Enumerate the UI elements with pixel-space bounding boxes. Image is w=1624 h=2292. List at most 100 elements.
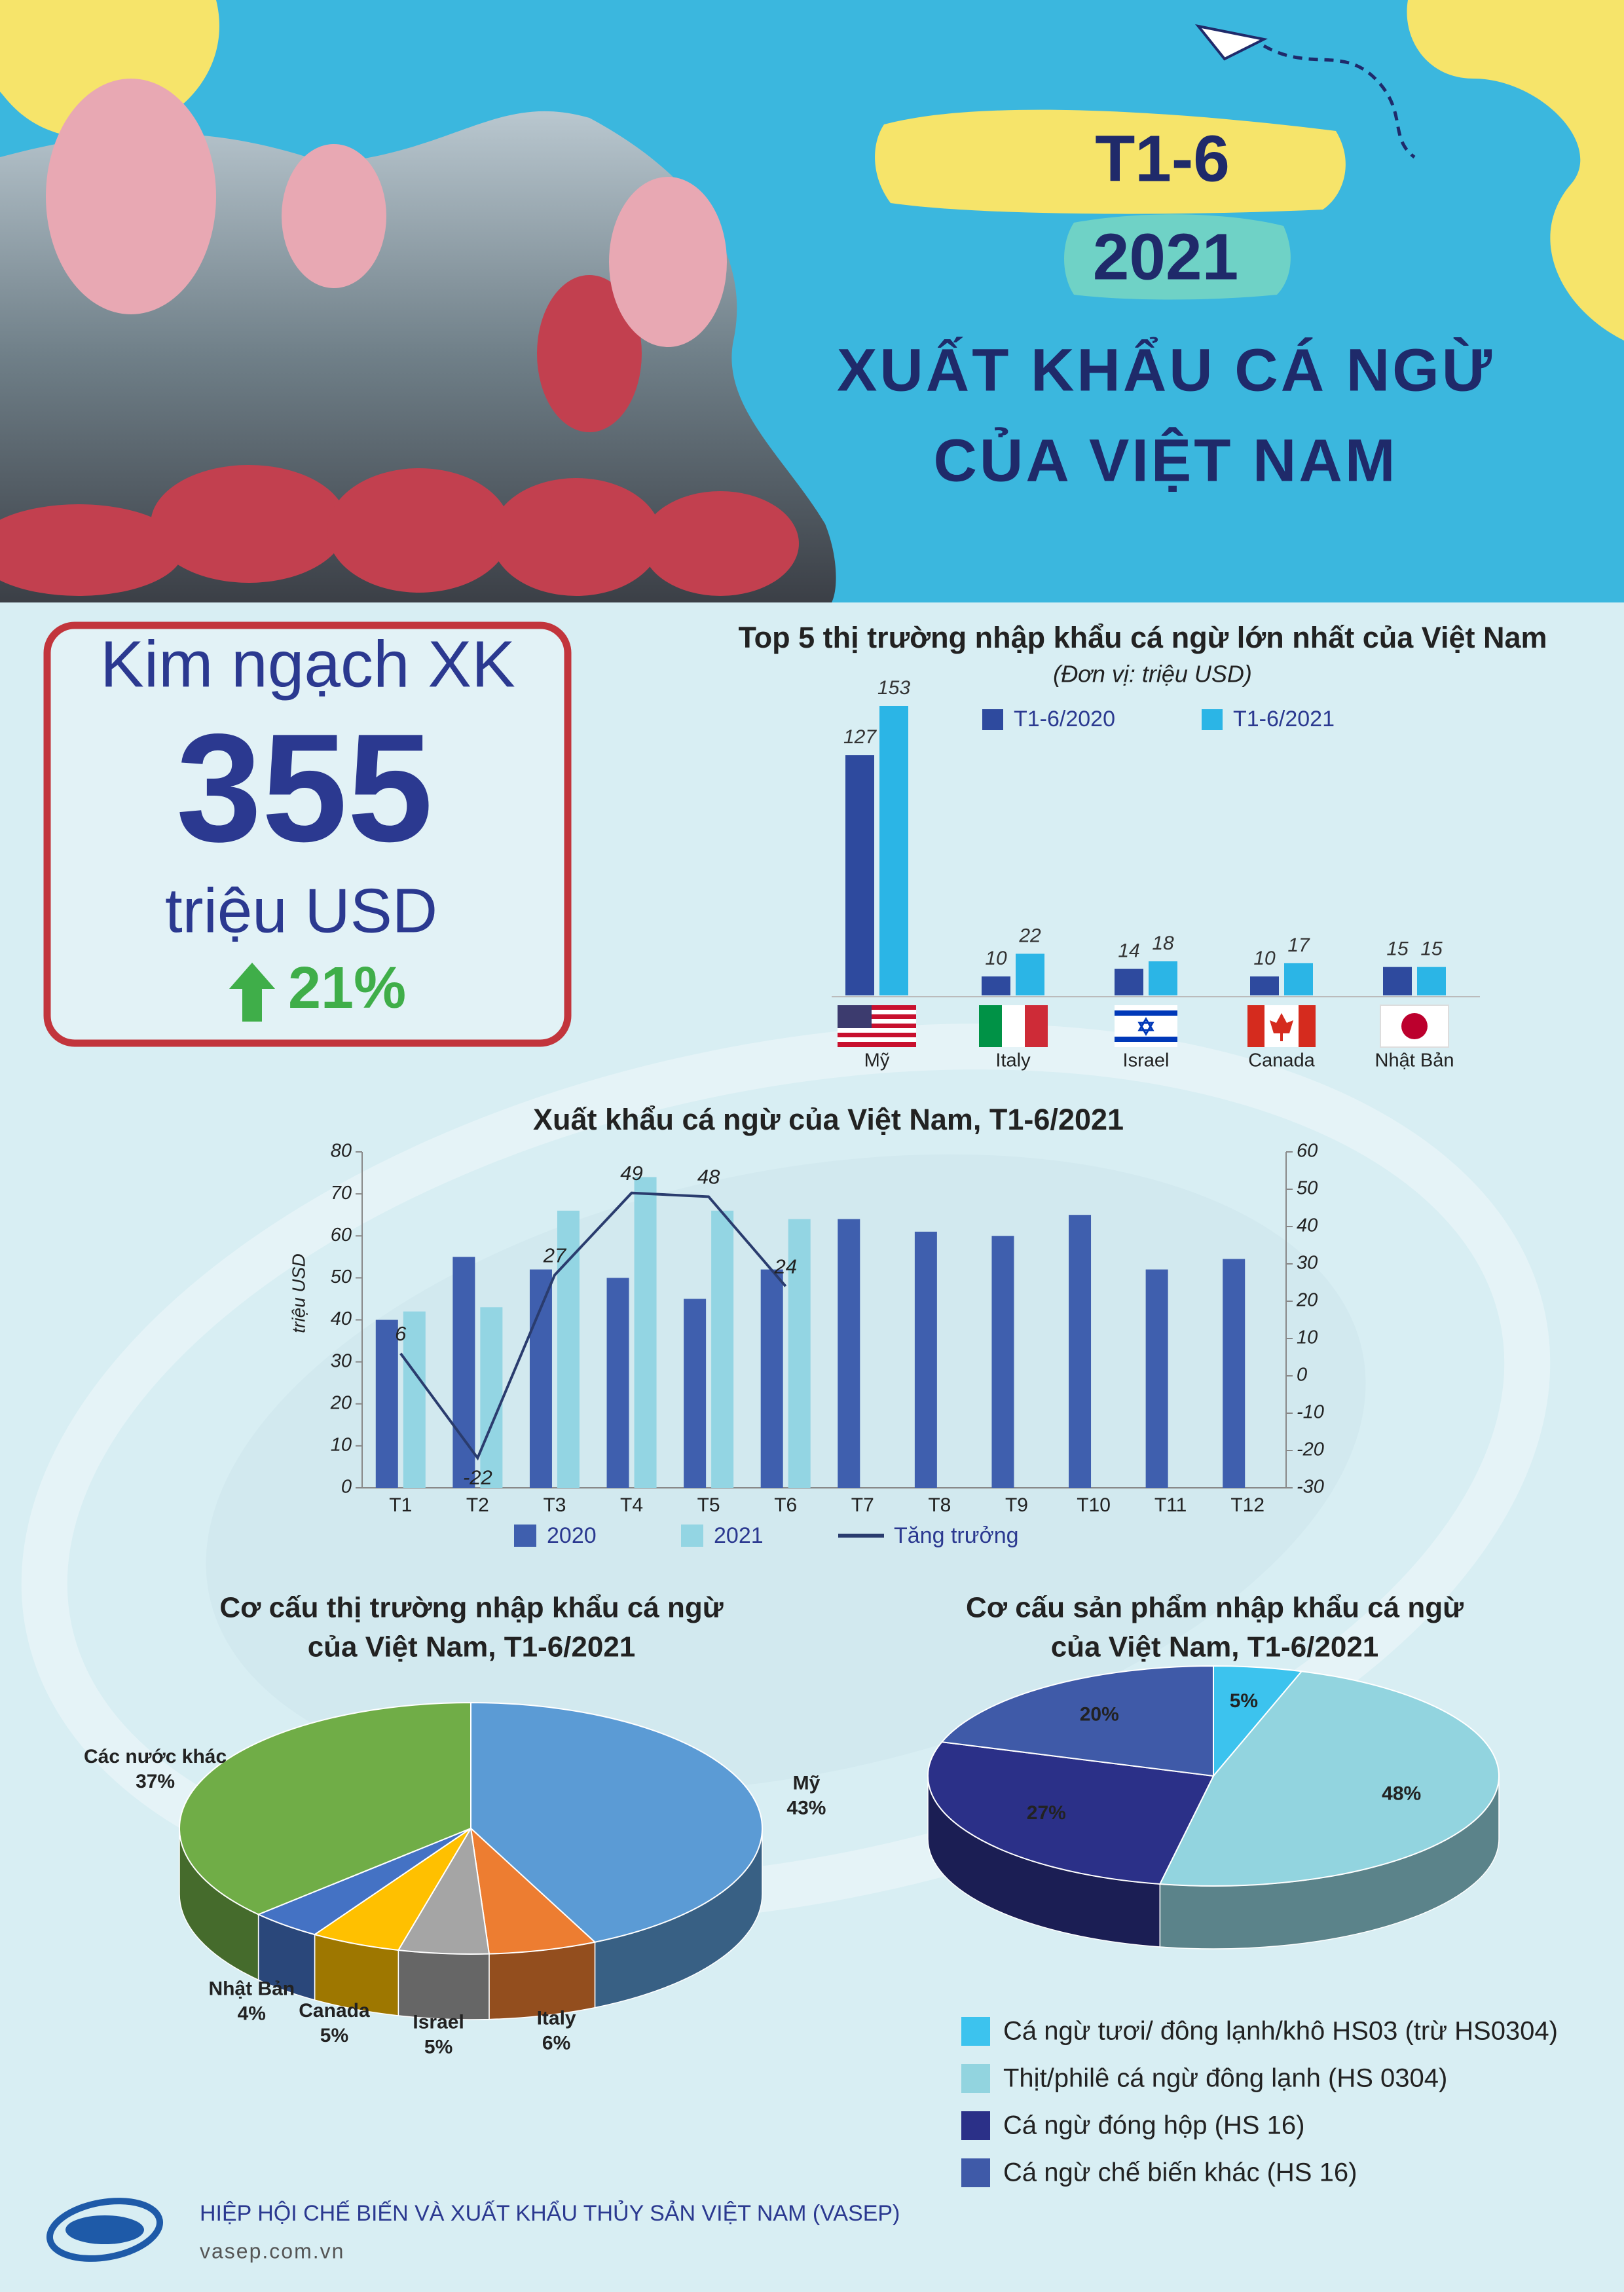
flag-us [838,1005,916,1047]
slice-category: Canada [299,2000,370,2022]
line-series [399,1191,787,1461]
bar [606,1278,629,1488]
footer-organization: HIỆP HỘI CHẾ BIẾN VÀ XUẤT KHẨU THỦY SẢN … [200,2201,900,2226]
pie-slice [1158,1671,1500,1887]
x-tick-label: T10 [1077,1494,1111,1516]
up-arrow [229,963,275,1022]
y2-tick-label: -20 [1297,1439,1324,1460]
slice-label: 4% [238,2003,266,2024]
slice-label: 48% [1382,1783,1421,1804]
bar [1149,961,1177,995]
legend-label: Tăng trưởng [894,1523,1019,1548]
legend-swatch [961,2064,990,2093]
footer-logo [46,2198,164,2262]
legend-label: Thịt/philê cá ngừ đông lạnh (HS 0304) [1003,2064,1447,2093]
bar [1115,969,1143,995]
data-label: 14 [1118,940,1139,961]
bar [1284,963,1313,995]
slice-label: 37% [136,1771,175,1792]
data-label: 22 [1018,925,1041,946]
chart-title: Xuất khẩu cá ngừ của Việt Nam, T1-6/2021 [533,1103,1124,1136]
pie-slice [940,1665,1214,1777]
y-tick-label: 50 [331,1266,352,1287]
y-tick-label: 60 [331,1225,352,1246]
slice-category: Italy [537,2007,576,2029]
x-tick-label: T8 [928,1494,951,1516]
legend-label: 2021 [714,1523,764,1548]
bar [480,1307,503,1488]
y2-tick-label: 10 [1297,1327,1318,1348]
y2-tick-label: 20 [1296,1290,1318,1311]
x-tick-label: Italy [995,1050,1031,1071]
pie-slice [470,1701,764,1943]
bar [879,706,908,995]
slice-label: 27% [1027,1802,1066,1824]
bar [982,976,1010,995]
legend-swatch [982,709,1003,730]
chart-title: Cơ cấu sản phẩm nhập khẩu cá ngừ [966,1592,1464,1624]
bar [403,1311,426,1488]
data-label: 27 [543,1244,567,1266]
data-label: -22 [463,1466,492,1489]
pie-slice [927,1741,1215,1885]
y2-tick-label: 0 [1297,1365,1307,1386]
y-tick-label: 80 [331,1141,352,1162]
kpi-value: 355 [176,701,433,874]
data-label: 17 [1287,934,1310,956]
pie-side [397,1950,490,2020]
legend-swatch [961,2158,990,2187]
data-label: 15 [1420,938,1443,960]
bar [845,755,874,995]
x-tick-label: Canada [1248,1050,1315,1071]
flag-canada [1247,1005,1316,1047]
data-label: 10 [985,948,1007,969]
flag-italy [979,1005,1048,1047]
x-tick-label: T2 [466,1494,489,1516]
y-tick-label: 20 [330,1392,352,1413]
y-tick-label: 0 [341,1477,352,1498]
data-label: 49 [620,1162,642,1185]
y2-tick-label: 30 [1297,1253,1318,1274]
chart-title: Cơ cấu thị trường nhập khẩu cá ngừ [219,1592,723,1624]
y2-tick-label: 60 [1297,1141,1318,1162]
data-label: 153 [877,677,910,699]
x-tick-label: Mỹ [864,1050,890,1071]
x-tick-label: T3 [543,1494,566,1516]
bar [1417,967,1446,995]
bar [375,1320,398,1488]
legend-label: 2020 [547,1523,597,1548]
slice-label: 6% [542,2032,570,2054]
y2-tick-label: 40 [1297,1215,1318,1236]
y-axis-label: triệu USD [288,1253,308,1333]
bar [1069,1215,1092,1488]
flag-japan [1380,1005,1449,1048]
pie-slice [179,1701,471,1915]
x-tick-label: T12 [1230,1494,1264,1516]
y-tick-label: 70 [331,1183,352,1204]
photo-workers [46,79,727,347]
legend-label: Cá ngừ đóng hộp (HS 16) [1003,2111,1304,2140]
data-label: 10 [1253,948,1276,969]
slice-category: Các nước khác [84,1746,227,1767]
legend-swatch [961,2017,990,2046]
flag-israel [1115,1005,1177,1047]
chart-subtitle: (Đơn vị: triệu USD) [1053,661,1252,688]
data-label: 6 [395,1322,407,1345]
slice-label: 5% [424,2036,452,2058]
bar [1145,1269,1168,1488]
decor-blob [1407,0,1624,341]
data-label: 48 [697,1166,720,1189]
x-tick-label: Israel [1123,1050,1170,1071]
kpi-box [43,621,572,1047]
x-tick-label: T11 [1154,1494,1187,1516]
slice-category: Nhật Bản [208,1978,295,1999]
bar [838,1219,860,1488]
x-tick-label: T9 [1005,1494,1028,1516]
chart-title: của Việt Nam, T1-6/2021 [1051,1631,1379,1663]
data-label: 18 [1152,933,1174,954]
bar [1250,976,1279,995]
x-tick-label: T6 [774,1494,797,1516]
chart-title: Top 5 thị trường nhập khẩu cá ngừ lớn nh… [738,621,1547,654]
slice-label: 43% [786,1797,826,1819]
slice-category: Israel [413,2011,464,2033]
